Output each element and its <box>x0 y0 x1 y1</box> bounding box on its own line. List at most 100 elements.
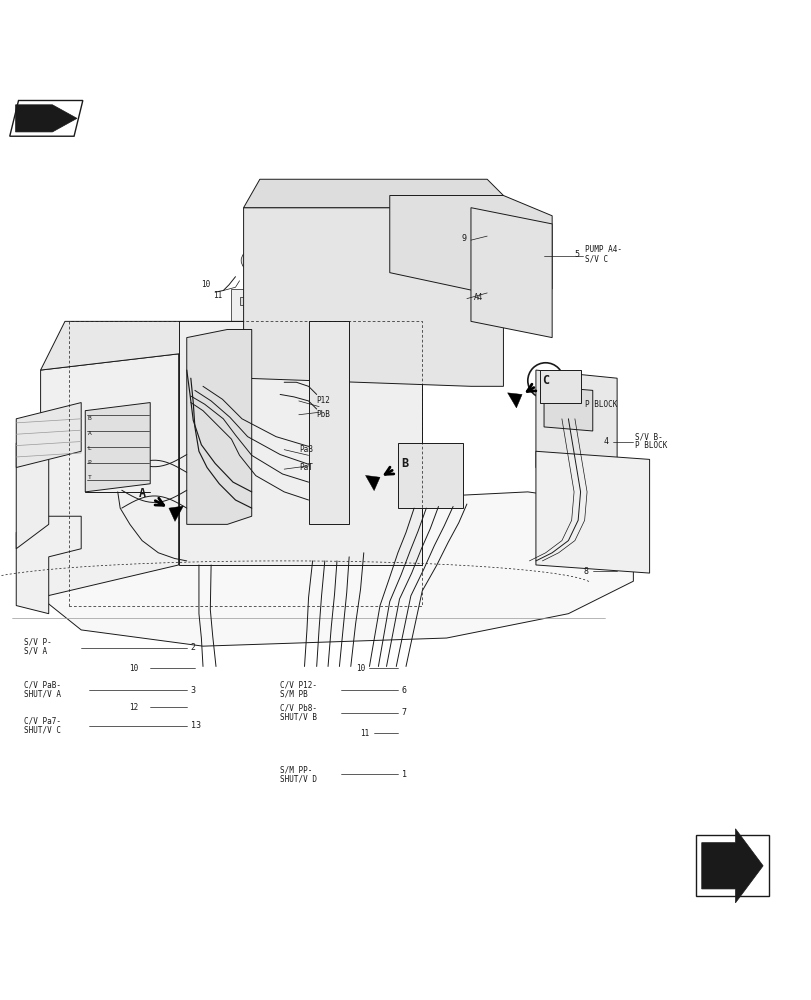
Bar <box>188 503 212 516</box>
Text: S/V P-: S/V P- <box>24 638 52 647</box>
Circle shape <box>368 315 378 325</box>
Text: 1: 1 <box>401 770 406 779</box>
Bar <box>349 372 363 381</box>
Circle shape <box>333 390 348 405</box>
Text: C/V PaB-: C/V PaB- <box>24 681 62 690</box>
Text: 13: 13 <box>191 721 200 730</box>
Text: A4: A4 <box>473 293 482 302</box>
Polygon shape <box>535 370 616 476</box>
Bar <box>349 435 363 445</box>
Text: T: T <box>88 475 92 480</box>
Polygon shape <box>243 208 503 386</box>
Text: S/V A: S/V A <box>24 647 47 656</box>
Circle shape <box>333 332 348 347</box>
Polygon shape <box>543 386 592 431</box>
Bar <box>239 297 262 305</box>
Text: SHUT/V B: SHUT/V B <box>280 712 317 721</box>
Bar <box>188 450 212 463</box>
Text: PaB: PaB <box>298 445 312 454</box>
Circle shape <box>90 421 101 433</box>
Text: 11: 11 <box>360 729 369 738</box>
Polygon shape <box>243 179 503 224</box>
Text: 10: 10 <box>356 664 365 673</box>
Text: S/V C: S/V C <box>584 254 607 263</box>
Circle shape <box>333 371 348 386</box>
Polygon shape <box>539 370 580 403</box>
Polygon shape <box>308 321 349 524</box>
Bar <box>188 360 212 373</box>
Bar <box>188 396 212 409</box>
Circle shape <box>333 488 348 502</box>
Polygon shape <box>16 427 49 549</box>
Polygon shape <box>389 196 551 297</box>
Text: 11: 11 <box>213 291 222 300</box>
Polygon shape <box>187 329 251 524</box>
Bar <box>188 414 212 427</box>
Polygon shape <box>470 208 551 338</box>
Bar <box>188 468 212 481</box>
Circle shape <box>320 308 329 318</box>
Text: C/V Pb8-: C/V Pb8- <box>280 703 317 712</box>
Bar <box>349 414 363 424</box>
Bar <box>188 432 212 445</box>
Text: SHUT/V D: SHUT/V D <box>280 774 317 783</box>
Circle shape <box>333 507 348 522</box>
Polygon shape <box>41 321 422 370</box>
Text: PbB: PbB <box>316 410 330 419</box>
Bar <box>188 378 212 391</box>
Circle shape <box>90 470 101 481</box>
Polygon shape <box>16 516 81 614</box>
Text: P: P <box>88 460 92 465</box>
Circle shape <box>271 312 281 322</box>
Circle shape <box>397 459 430 492</box>
Bar <box>695 835 768 896</box>
Text: SHUT/V C: SHUT/V C <box>24 725 62 734</box>
Text: 6: 6 <box>401 686 406 695</box>
Polygon shape <box>16 403 81 468</box>
Circle shape <box>249 316 259 326</box>
Polygon shape <box>41 354 178 597</box>
Text: 8: 8 <box>583 567 588 576</box>
Bar <box>349 393 363 403</box>
Text: S/M PB: S/M PB <box>280 690 307 699</box>
Circle shape <box>90 437 101 449</box>
Text: B: B <box>401 457 407 470</box>
Polygon shape <box>397 443 462 508</box>
Bar <box>188 342 212 355</box>
Text: 12: 12 <box>129 703 138 712</box>
Text: S/M PP-: S/M PP- <box>280 765 312 774</box>
Text: C/V P12-: C/V P12- <box>280 681 317 690</box>
Polygon shape <box>365 475 380 491</box>
Text: L: L <box>88 446 92 451</box>
Text: P BLOCK: P BLOCK <box>634 441 667 450</box>
Bar <box>349 477 363 487</box>
Text: PUMP A4-: PUMP A4- <box>584 245 621 254</box>
Text: SHUT/V A: SHUT/V A <box>24 690 62 699</box>
Ellipse shape <box>162 518 454 579</box>
Text: 4: 4 <box>603 437 608 446</box>
Text: A: A <box>88 431 92 436</box>
Text: P12: P12 <box>316 396 330 405</box>
Polygon shape <box>169 506 183 521</box>
Circle shape <box>90 454 101 465</box>
Bar <box>231 289 272 321</box>
Circle shape <box>333 351 348 366</box>
Circle shape <box>333 410 348 424</box>
Text: 7: 7 <box>401 708 406 717</box>
Bar <box>349 351 363 360</box>
Circle shape <box>344 310 354 320</box>
Circle shape <box>333 449 348 463</box>
Text: C/V Pa7-: C/V Pa7- <box>24 716 62 725</box>
Text: 3: 3 <box>191 686 195 695</box>
Ellipse shape <box>114 508 503 589</box>
Circle shape <box>333 429 348 444</box>
Circle shape <box>392 191 476 276</box>
Polygon shape <box>535 451 649 573</box>
Text: 5: 5 <box>573 250 578 259</box>
Text: S/V B-: S/V B- <box>634 432 662 441</box>
Text: A: A <box>139 487 145 500</box>
Polygon shape <box>24 492 633 646</box>
Polygon shape <box>701 829 762 903</box>
Circle shape <box>241 251 260 270</box>
Text: P BLOCK: P BLOCK <box>584 400 616 409</box>
